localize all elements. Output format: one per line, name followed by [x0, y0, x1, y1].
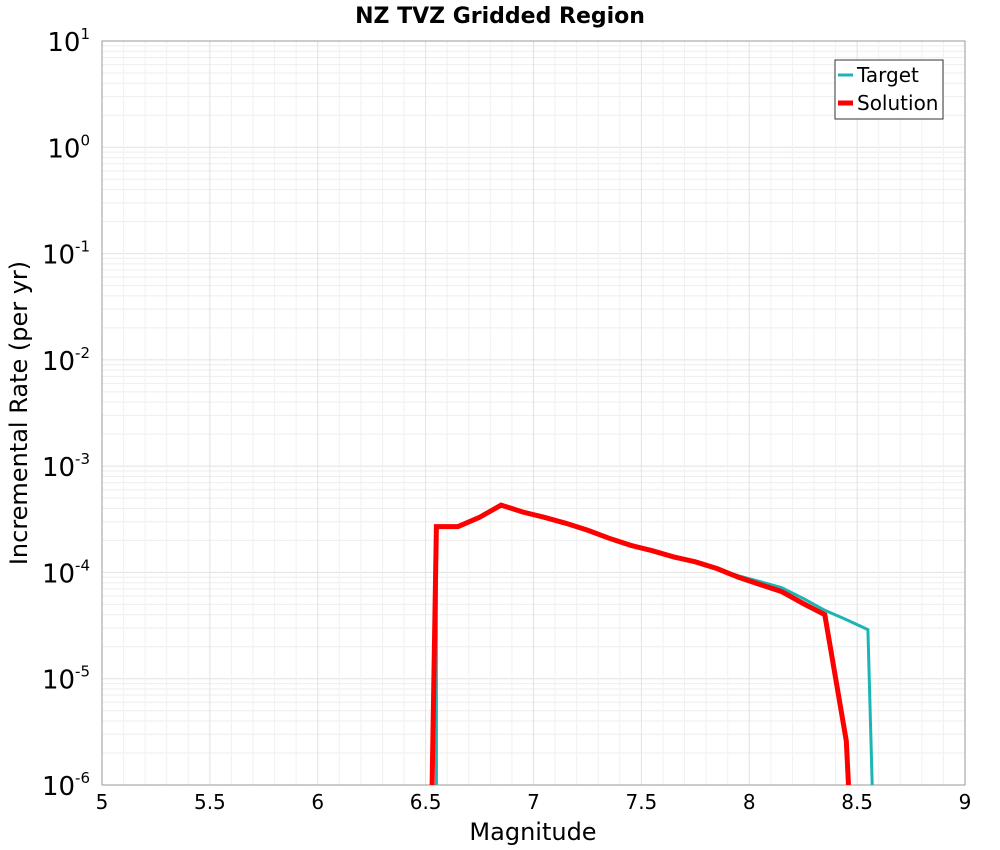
y-tick-label: 101 — [47, 25, 90, 58]
series-layer — [429, 502, 874, 786]
y-tick-label: 10-3 — [42, 450, 90, 483]
chart-title: NZ TVZ Gridded Region — [355, 4, 645, 29]
series-line-solution — [429, 502, 851, 786]
x-tick-label: 5.5 — [194, 790, 226, 814]
x-tick-label: 7.5 — [625, 790, 657, 814]
x-tick-label: 8 — [743, 790, 756, 814]
series-line-target — [434, 503, 874, 786]
legend: Target Solution — [834, 59, 944, 120]
x-tick-label: 5 — [96, 790, 109, 814]
x-axis-label: Magnitude — [469, 818, 596, 846]
x-tick-label: 6 — [311, 790, 324, 814]
y-tick-label: 10-6 — [42, 769, 90, 802]
x-tick-label: 9 — [959, 790, 972, 814]
y-tick-label: 10-1 — [42, 238, 90, 271]
legend-label-solution: Solution — [857, 91, 938, 115]
x-tick-label: 7 — [527, 790, 540, 814]
x-tick-label: 8.5 — [841, 790, 873, 814]
legend-box — [834, 59, 944, 120]
x-tick-label: 6.5 — [410, 790, 442, 814]
legend-label-target: Target — [856, 63, 919, 87]
y-tick-label: 100 — [47, 131, 90, 164]
y-tick-labels: 10-6 10-5 10-4 10-3 10-2 10-1 100 101 — [42, 25, 90, 802]
y-tick-label: 10-2 — [42, 344, 90, 377]
y-tick-label: 10-4 — [42, 556, 90, 589]
y-axis-label: Incremental Rate (per yr) — [5, 261, 33, 565]
x-tick-labels: 5 5.5 6 6.5 7 7.5 8 8.5 9 — [96, 790, 972, 814]
plot-frame — [101, 40, 966, 786]
y-tick-label: 10-5 — [42, 663, 90, 696]
